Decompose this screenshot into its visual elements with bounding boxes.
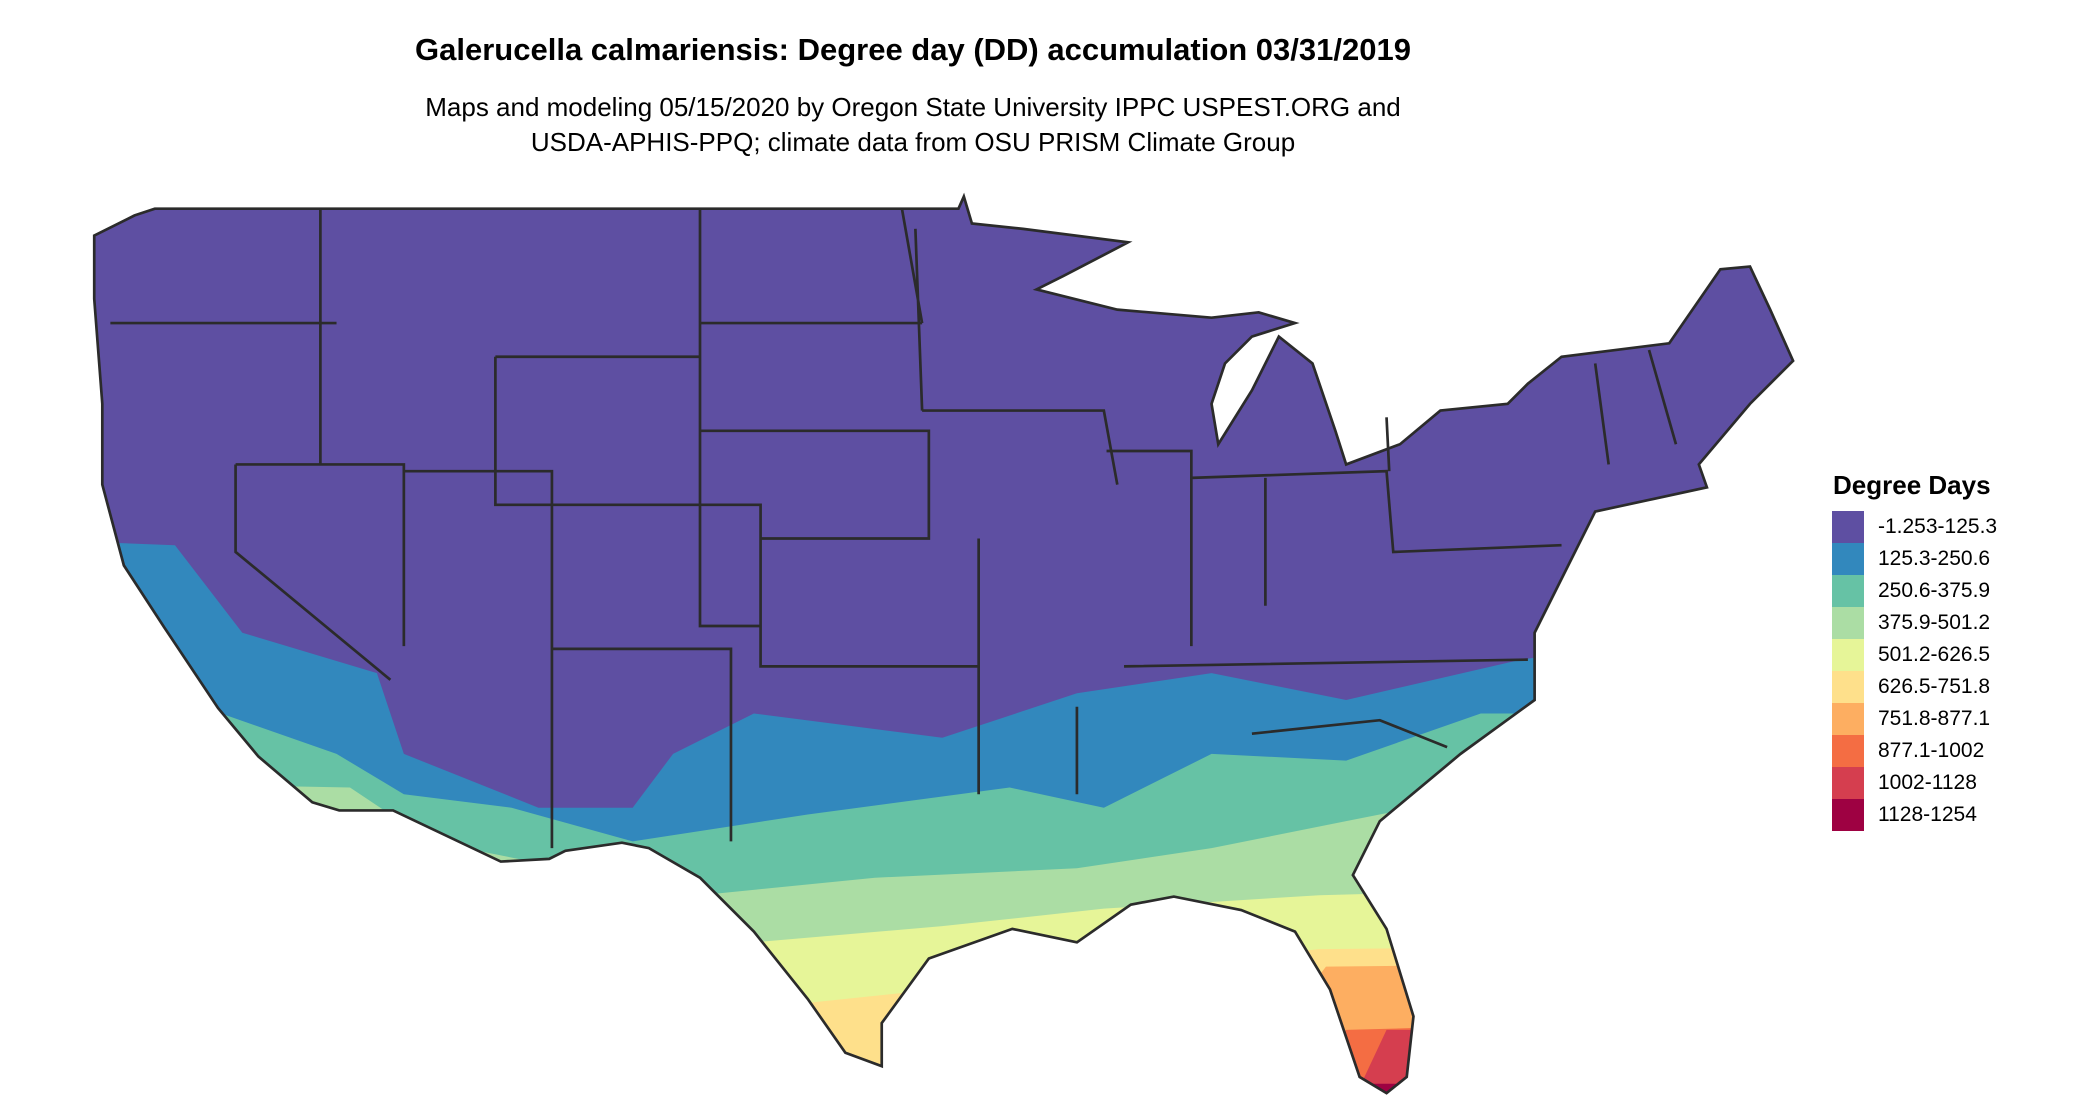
band-6 xyxy=(94,942,1794,1094)
legend: Degree Days -1.253-125.3 125.3-250.6 250.6… xyxy=(1832,470,1997,831)
legend-entry: 877.1-1002 xyxy=(1832,735,1997,767)
legend-label: 877.1-1002 xyxy=(1878,739,1985,762)
legend-entry: 1128-1254 xyxy=(1832,799,1997,831)
band-9 xyxy=(1346,1029,1794,1094)
legend-entry: 375.9-501.2 xyxy=(1832,607,1997,639)
legend-swatch xyxy=(1832,511,1864,543)
legend-label: 1128-1254 xyxy=(1878,803,1977,826)
map-title: Galerucella calmariensis: Degree day (DD… xyxy=(415,32,1411,67)
legend-entry: 626.5-751.8 xyxy=(1832,671,1997,703)
legend-swatch xyxy=(1832,703,1864,735)
legend-label: 250.6-375.9 xyxy=(1878,579,1991,602)
legend-swatch xyxy=(1832,767,1864,799)
legend-entry: 501.2-626.5 xyxy=(1832,639,1997,671)
legend-label: 1002-1128 xyxy=(1878,771,1977,794)
legend-swatch xyxy=(1832,799,1864,831)
legend-swatch xyxy=(1832,607,1864,639)
legend-label: 626.5-751.8 xyxy=(1878,675,1991,698)
legend-label: -1.253-125.3 xyxy=(1878,515,1998,538)
subtitle-line-1: Maps and modeling 05/15/2020 by Oregon S… xyxy=(425,92,1401,122)
legend-entry: 1002-1128 xyxy=(1832,767,1997,799)
legend-label: 375.9-501.2 xyxy=(1878,611,1991,634)
legend-swatch xyxy=(1832,543,1864,575)
legend-swatch xyxy=(1832,735,1864,767)
legend-swatch xyxy=(1832,639,1864,671)
legend-entry: -1.253-125.3 xyxy=(1832,511,1997,543)
state-borders xyxy=(92,195,1795,1095)
legend-entry: 250.6-375.9 xyxy=(1832,575,1997,607)
legend-swatch xyxy=(1832,575,1864,607)
legend-entry: 751.8-877.1 xyxy=(1832,703,1997,735)
legend-title: Degree Days xyxy=(1833,470,1991,500)
legend-label: 501.2-626.5 xyxy=(1878,643,1991,666)
band-10 xyxy=(1332,1083,1794,1094)
map-subtitle: Maps and modeling 05/15/2020 by Oregon S… xyxy=(0,90,1826,160)
subtitle-line-2: USDA-APHIS-PPQ; climate data from OSU PR… xyxy=(530,127,1296,157)
legend-entry: 125.3-250.6 xyxy=(1832,543,1997,575)
legend-label: 751.8-877.1 xyxy=(1878,707,1991,730)
legend-swatch xyxy=(1832,671,1864,703)
legend-label: 125.3-250.6 xyxy=(1878,547,1991,570)
